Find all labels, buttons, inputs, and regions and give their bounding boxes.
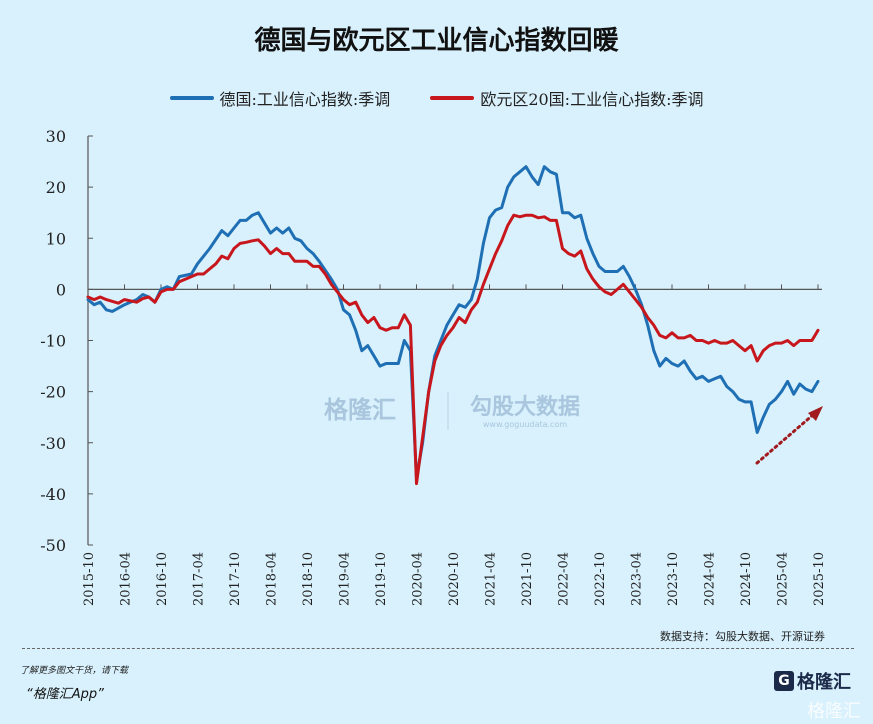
x-tick-label: 2025-04 bbox=[776, 552, 791, 606]
x-tick-label: 2019-04 bbox=[338, 552, 353, 606]
source-note: 数据支持：勾股大数据、开源证券 bbox=[660, 630, 825, 643]
x-tick-label: 2024-10 bbox=[739, 552, 754, 606]
chart-title: 德国与欧元区工业信心指数回暖 bbox=[254, 26, 619, 56]
x-tick-label: 2017-04 bbox=[192, 552, 207, 606]
x-tick-label: 2018-10 bbox=[301, 552, 316, 606]
watermark-goguudata: 勾股大数据 bbox=[470, 394, 580, 420]
promo-line-2: “格隆汇App” bbox=[26, 687, 104, 702]
legend-label-germany: 德国:工业信心指数:季调 bbox=[219, 90, 391, 109]
series-line-germany bbox=[86, 165, 820, 480]
x-tick-label: 2022-10 bbox=[593, 552, 608, 606]
watermark-logo-bottom: 格隆汇 bbox=[807, 701, 861, 722]
logo-text: 格隆汇 bbox=[797, 672, 851, 693]
gelonghui-logo: G 格隆汇 bbox=[774, 668, 851, 694]
legend-swatch-eurozone bbox=[430, 96, 475, 100]
y-tick-label: -10 bbox=[40, 332, 66, 351]
divider bbox=[22, 648, 854, 649]
x-tick-label: 2018-04 bbox=[265, 552, 280, 606]
trend-arrow-head-icon bbox=[808, 406, 823, 421]
x-tick-label: 2016-10 bbox=[155, 552, 170, 606]
legend-item-germany: 德国:工业信心指数:季调 bbox=[169, 86, 391, 110]
x-tick-label: 2024-04 bbox=[703, 552, 718, 606]
x-tick-label: 2025-10 bbox=[812, 552, 827, 606]
series-line-eurozone bbox=[86, 213, 820, 486]
x-tick-label: 2021-10 bbox=[520, 552, 535, 606]
y-tick-label: -40 bbox=[40, 485, 66, 504]
y-tick-label: 0 bbox=[56, 280, 66, 299]
x-tick-label: 2020-04 bbox=[411, 552, 426, 606]
legend-label-eurozone: 欧元区20国:工业信心指数:季调 bbox=[480, 90, 704, 109]
y-tick-label: -30 bbox=[40, 434, 66, 453]
legend-swatch-germany bbox=[169, 96, 214, 100]
trend-arrow-line bbox=[755, 412, 816, 465]
y-tick-label: 20 bbox=[46, 178, 66, 197]
watermark-gelonghui: 格隆汇 bbox=[324, 396, 396, 424]
legend: 德国:工业信心指数:季调 欧元区20国:工业信心指数:季调 bbox=[0, 86, 873, 110]
x-tick-label: 2021-04 bbox=[484, 552, 499, 606]
x-tick-label: 2017-10 bbox=[228, 552, 243, 606]
y-tick-label: -20 bbox=[40, 383, 66, 402]
legend-item-eurozone: 欧元区20国:工业信心指数:季调 bbox=[430, 86, 703, 110]
x-tick-label: 2019-10 bbox=[374, 552, 389, 606]
y-tick-label: 10 bbox=[46, 229, 66, 248]
x-tick-label: 2015-10 bbox=[82, 552, 97, 606]
x-tick-label: 2023-10 bbox=[666, 552, 681, 606]
x-tick-label: 2022-04 bbox=[557, 552, 572, 606]
x-tick-label: 2023-04 bbox=[630, 552, 645, 606]
logo-g-icon: G bbox=[774, 671, 794, 691]
watermark-goguudata-url: www.goguudata.com bbox=[483, 420, 567, 429]
y-tick-label: -50 bbox=[40, 536, 66, 555]
y-tick-label: 30 bbox=[46, 127, 66, 146]
x-tick-label: 2020-10 bbox=[447, 552, 462, 606]
promo-line-1: 了解更多图文干货，请下载 bbox=[20, 666, 129, 676]
x-tick-label: 2016-04 bbox=[119, 552, 134, 606]
